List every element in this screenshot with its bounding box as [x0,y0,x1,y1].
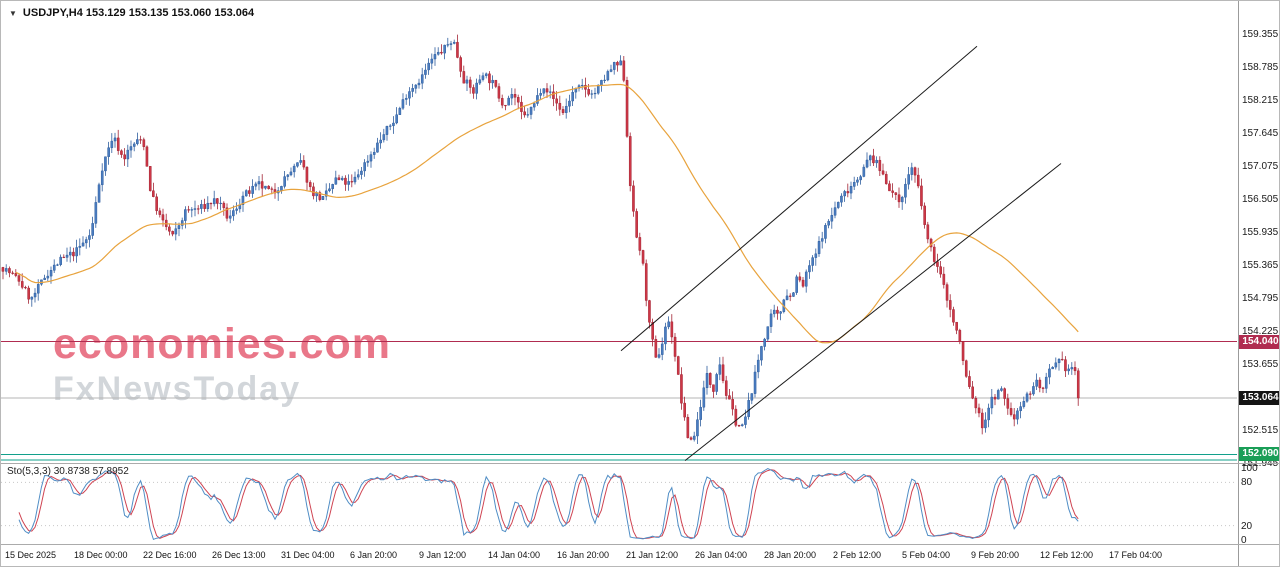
panel-separator [1,544,1279,545]
main-chart[interactable] [1,1,1237,463]
price-tick-label: 155.935 [1242,227,1279,238]
time-tick-label: 9 Feb 20:00 [971,550,1020,560]
stochastic-axis-label: 80 [1241,477,1253,488]
price-tick-label: 158.785 [1242,62,1279,73]
price-tick-label: 158.215 [1242,95,1279,106]
time-tick-label: 6 Jan 20:00 [350,550,398,560]
stochastic-axis-label: 0 [1241,535,1247,546]
time-tick-label: 28 Jan 20:00 [764,550,817,560]
time-tick-label: 5 Feb 04:00 [902,550,951,560]
price-tick-label: 154.795 [1242,293,1279,304]
symbol-bar: ▼ USDJPY,H4 153.129 153.135 153.060 153.… [9,7,254,19]
time-tick-label: 26 Jan 04:00 [695,550,748,560]
price-tick-label: 159.355 [1242,29,1279,40]
time-tick-label: 16 Jan 20:00 [557,550,610,560]
price-tick-label: 153.655 [1242,359,1279,370]
stochastic-panel[interactable]: Sto(5,3,3) 30.8738 57.8952 [1,464,1237,544]
time-tick-label: 17 Feb 04:00 [1109,550,1163,560]
price-tick-label: 157.075 [1242,161,1279,172]
time-tick-label: 9 Jan 12:00 [419,550,467,560]
stochastic-axis-label: 100 [1241,463,1258,474]
stochastic-chart[interactable] [1,464,1237,544]
time-tick-label: 12 Feb 12:00 [1040,550,1094,560]
trendline[interactable] [684,163,1062,461]
horizontal-level-lines [1,341,1237,461]
up-candle-bodies [4,41,1074,440]
stochastic-level-lines [1,481,1237,527]
main-chart-panel[interactable]: economies.com FxNewsToday ▼ USDJPY,H4 15… [1,1,1237,463]
time-tick-label: 2 Feb 12:00 [833,550,882,560]
time-axis[interactable]: 15 Dec 2025 18 Dec 00:00 22 Dec 16:00 26 De… [1,545,1237,566]
panel-separator [1,463,1279,464]
watermark: economies.com FxNewsToday [53,320,391,408]
symbol-dropdown-icon[interactable]: ▼ [9,8,17,18]
price-tick-label: 152.515 [1242,425,1279,436]
trendlines[interactable] [620,45,1062,461]
time-tick-label: 22 Dec 16:00 [143,550,197,560]
price-tick-label: 156.505 [1242,194,1279,205]
watermark-brand: economies.com [53,320,391,368]
price-badge: 152.090 [1239,447,1279,461]
time-tick-label: 31 Dec 04:00 [281,550,335,560]
price-tick-label: 154.225 [1242,326,1279,337]
trendline[interactable] [620,45,978,352]
time-tick-label: 26 Dec 13:00 [212,550,266,560]
stochastic-main-line [18,468,1079,541]
time-tick-label: 15 Dec 2025 [5,550,57,560]
price-tick-label: 155.365 [1242,260,1279,271]
watermark-subbrand: FxNewsToday [53,370,302,408]
time-tick-label: 21 Jan 12:00 [626,550,679,560]
time-tick-label: 18 Dec 00:00 [74,550,128,560]
price-axis[interactable]: 159.355 158.785 158.215 157.645 157.075 156.5… [1238,1,1279,566]
price-tick-label: 157.645 [1242,128,1279,139]
price-badge: 153.064 [1239,391,1279,405]
up-candle-wicks [5,37,1073,444]
stochastic-axis-label: 20 [1241,521,1253,532]
down-candle-bodies [1,41,1080,440]
moving-average-line [15,83,1079,344]
indicator-label: Sto(5,3,3) 30.8738 57.8952 [7,466,129,477]
price-badge: 154.040 [1239,335,1279,349]
stochastic-signal-line [18,469,1079,540]
symbol-quote-text: USDJPY,H4 153.129 153.135 153.060 153.06… [22,7,255,19]
time-tick-label: 14 Jan 04:00 [488,550,541,560]
